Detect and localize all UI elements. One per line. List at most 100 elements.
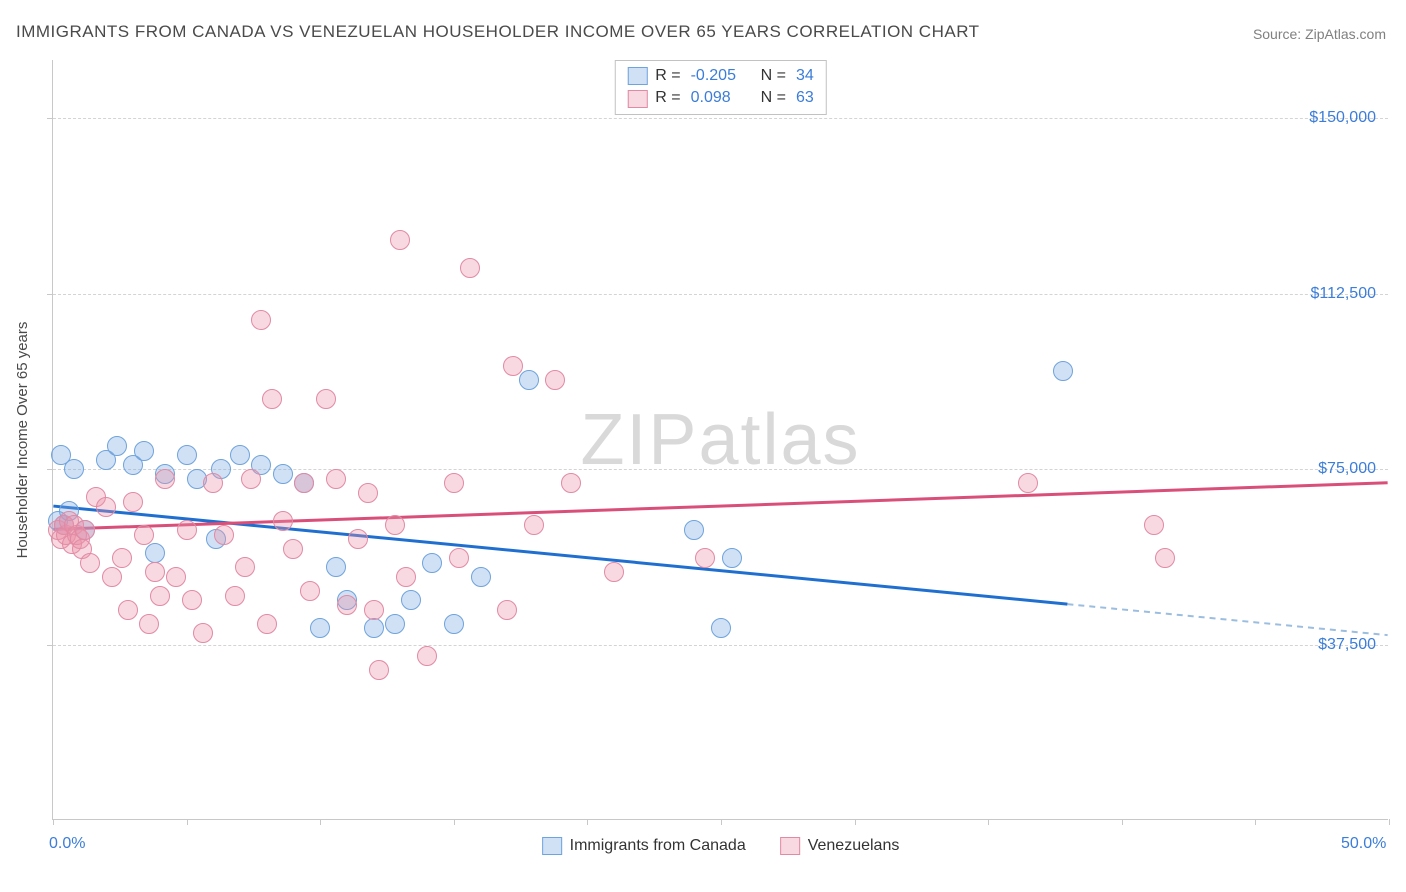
y-tick-label: $150,000 xyxy=(1309,109,1376,127)
data-point-venezuelans xyxy=(604,562,624,582)
data-point-venezuelans xyxy=(118,600,138,620)
legend-stat-row-venezuelans: R =0.098N =63 xyxy=(627,87,813,109)
data-point-venezuelans xyxy=(102,567,122,587)
data-point-venezuelans xyxy=(80,553,100,573)
x-tick xyxy=(187,819,188,825)
x-tick xyxy=(454,819,455,825)
data-point-venezuelans xyxy=(257,614,277,634)
data-point-canada xyxy=(422,553,442,573)
data-point-venezuelans xyxy=(294,473,314,493)
data-point-venezuelans xyxy=(182,590,202,610)
x-tick-label: 50.0% xyxy=(1341,835,1386,853)
n-value: 34 xyxy=(796,65,814,87)
data-point-venezuelans xyxy=(337,595,357,615)
data-point-venezuelans xyxy=(145,562,165,582)
data-point-venezuelans xyxy=(1155,548,1175,568)
legend-swatch xyxy=(542,837,562,855)
gridline xyxy=(53,118,1388,119)
data-point-canada xyxy=(273,464,293,484)
data-point-venezuelans xyxy=(444,473,464,493)
legend-item-canada: Immigrants from Canada xyxy=(542,837,746,855)
data-point-venezuelans xyxy=(561,473,581,493)
y-tick xyxy=(47,294,53,295)
data-point-venezuelans xyxy=(75,520,95,540)
x-tick xyxy=(855,819,856,825)
data-point-venezuelans xyxy=(369,660,389,680)
trend-line-venezuelans xyxy=(53,483,1387,530)
data-point-canada xyxy=(385,614,405,634)
correlation-legend: R =-0.205N =34R =0.098N =63 xyxy=(614,60,826,115)
y-tick xyxy=(47,118,53,119)
data-point-venezuelans xyxy=(225,586,245,606)
legend-stat-row-canada: R = -0.205 N = 34 xyxy=(627,65,813,87)
n-label: N = xyxy=(761,65,786,87)
data-point-venezuelans xyxy=(262,389,282,409)
data-point-canada xyxy=(107,436,127,456)
data-point-canada xyxy=(684,520,704,540)
chart-title: IMMIGRANTS FROM CANADA VS VENEZUELAN HOU… xyxy=(16,22,980,42)
data-point-venezuelans xyxy=(139,614,159,634)
data-point-venezuelans xyxy=(316,389,336,409)
n-label: N = xyxy=(761,87,786,109)
trend-extrapolation-canada xyxy=(1067,604,1387,635)
x-tick xyxy=(320,819,321,825)
data-point-canada xyxy=(230,445,250,465)
data-point-venezuelans xyxy=(300,581,320,601)
n-value: 63 xyxy=(796,87,814,109)
legend-swatch xyxy=(627,67,647,85)
data-point-canada xyxy=(64,459,84,479)
data-point-venezuelans xyxy=(134,525,154,545)
data-point-venezuelans xyxy=(123,492,143,512)
gridline xyxy=(53,294,1388,295)
data-point-venezuelans xyxy=(177,520,197,540)
data-point-venezuelans xyxy=(1018,473,1038,493)
data-point-venezuelans xyxy=(251,310,271,330)
watermark: ZIPatlas xyxy=(580,399,860,481)
data-point-venezuelans xyxy=(326,469,346,489)
data-point-venezuelans xyxy=(193,623,213,643)
x-tick xyxy=(988,819,989,825)
r-label: R = xyxy=(655,65,680,87)
legend-swatch xyxy=(780,837,800,855)
data-point-canada xyxy=(401,590,421,610)
data-point-canada xyxy=(310,618,330,638)
x-tick xyxy=(1122,819,1123,825)
data-point-venezuelans xyxy=(695,548,715,568)
data-point-venezuelans xyxy=(273,511,293,531)
data-point-venezuelans xyxy=(364,600,384,620)
data-point-canada xyxy=(145,543,165,563)
y-axis-title: Householder Income Over 65 years xyxy=(14,322,31,559)
data-point-venezuelans xyxy=(449,548,469,568)
x-tick xyxy=(587,819,588,825)
data-point-venezuelans xyxy=(358,483,378,503)
data-point-venezuelans xyxy=(283,539,303,559)
legend-label: Venezuelans xyxy=(808,837,900,855)
data-point-venezuelans xyxy=(155,469,175,489)
source-link[interactable]: ZipAtlas.com xyxy=(1305,26,1386,42)
r-label: R = xyxy=(655,87,680,109)
gridline xyxy=(53,645,1388,646)
data-point-canada xyxy=(519,370,539,390)
data-point-venezuelans xyxy=(235,557,255,577)
data-point-venezuelans xyxy=(1144,515,1164,535)
legend-swatch xyxy=(627,90,647,108)
y-tick-label: $112,500 xyxy=(1310,285,1376,303)
y-tick-label: $37,500 xyxy=(1318,636,1376,654)
legend-item-venezuelans: Venezuelans xyxy=(780,837,900,855)
data-point-venezuelans xyxy=(417,646,437,666)
x-tick xyxy=(53,819,54,825)
data-point-venezuelans xyxy=(241,469,261,489)
trend-line-canada xyxy=(53,506,1067,604)
data-point-canada xyxy=(364,618,384,638)
data-point-venezuelans xyxy=(497,600,517,620)
r-value: -0.205 xyxy=(691,65,753,87)
data-point-venezuelans xyxy=(203,473,223,493)
x-tick xyxy=(1389,819,1390,825)
x-tick xyxy=(1255,819,1256,825)
data-point-venezuelans xyxy=(545,370,565,390)
legend-label: Immigrants from Canada xyxy=(570,837,746,855)
data-point-canada xyxy=(1053,361,1073,381)
data-point-venezuelans xyxy=(348,529,368,549)
x-tick-label: 0.0% xyxy=(49,835,85,853)
data-point-venezuelans xyxy=(166,567,186,587)
